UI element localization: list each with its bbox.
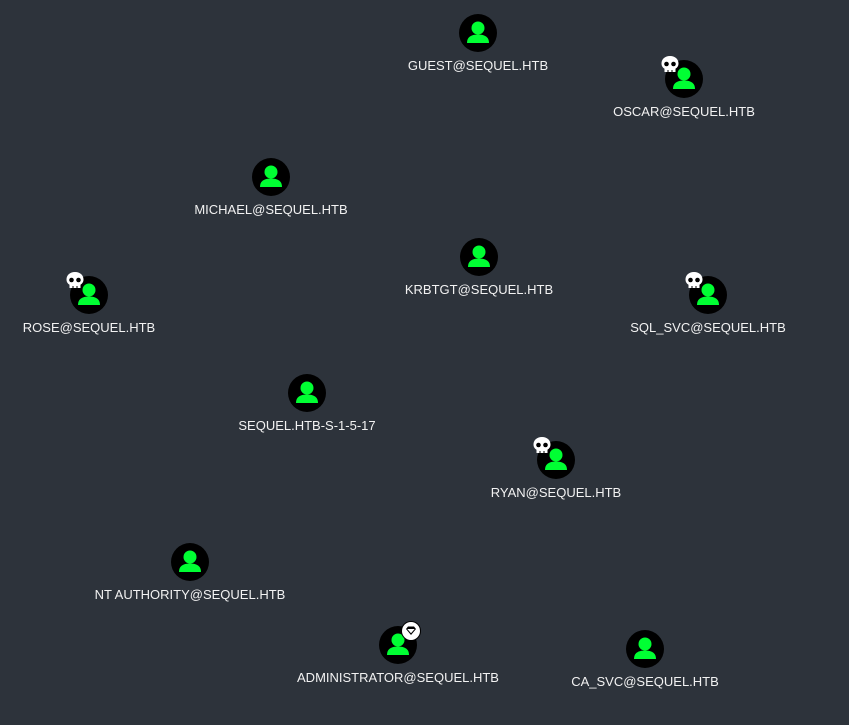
node-label[interactable]: KRBTGT@SEQUEL.HTB — [404, 282, 554, 297]
graph-node[interactable] — [459, 14, 497, 52]
skull-icon — [64, 270, 86, 292]
node-label[interactable]: GUEST@SEQUEL.HTB — [407, 58, 549, 73]
node-label[interactable]: SEQUEL.HTB-S-1-5-17 — [238, 418, 376, 433]
node-label[interactable]: ROSE@SEQUEL.HTB — [22, 320, 156, 335]
graph-node[interactable] — [288, 374, 326, 412]
graph-node[interactable] — [460, 238, 498, 276]
skull-icon — [683, 270, 705, 292]
graph-node[interactable] — [252, 158, 290, 196]
node-label[interactable]: CA_SVC@SEQUEL.HTB — [571, 674, 719, 689]
skull-icon — [531, 435, 553, 457]
skull-icon — [659, 54, 681, 76]
node-label[interactable]: RYAN@SEQUEL.HTB — [490, 485, 622, 500]
node-label[interactable]: NT AUTHORITY@SEQUEL.HTB — [94, 587, 286, 602]
node-label[interactable]: OSCAR@SEQUEL.HTB — [613, 104, 755, 119]
graph-node[interactable] — [665, 60, 703, 98]
graph-node[interactable] — [626, 630, 664, 668]
graph-node[interactable] — [689, 276, 727, 314]
graph-node[interactable] — [379, 626, 417, 664]
graph-node[interactable] — [171, 543, 209, 581]
node-label[interactable]: MICHAEL@SEQUEL.HTB — [194, 202, 348, 217]
diamond-icon — [400, 620, 422, 642]
node-label[interactable]: ADMINISTRATOR@SEQUEL.HTB — [297, 670, 499, 685]
node-label[interactable]: SQL_SVC@SEQUEL.HTB — [630, 320, 786, 335]
